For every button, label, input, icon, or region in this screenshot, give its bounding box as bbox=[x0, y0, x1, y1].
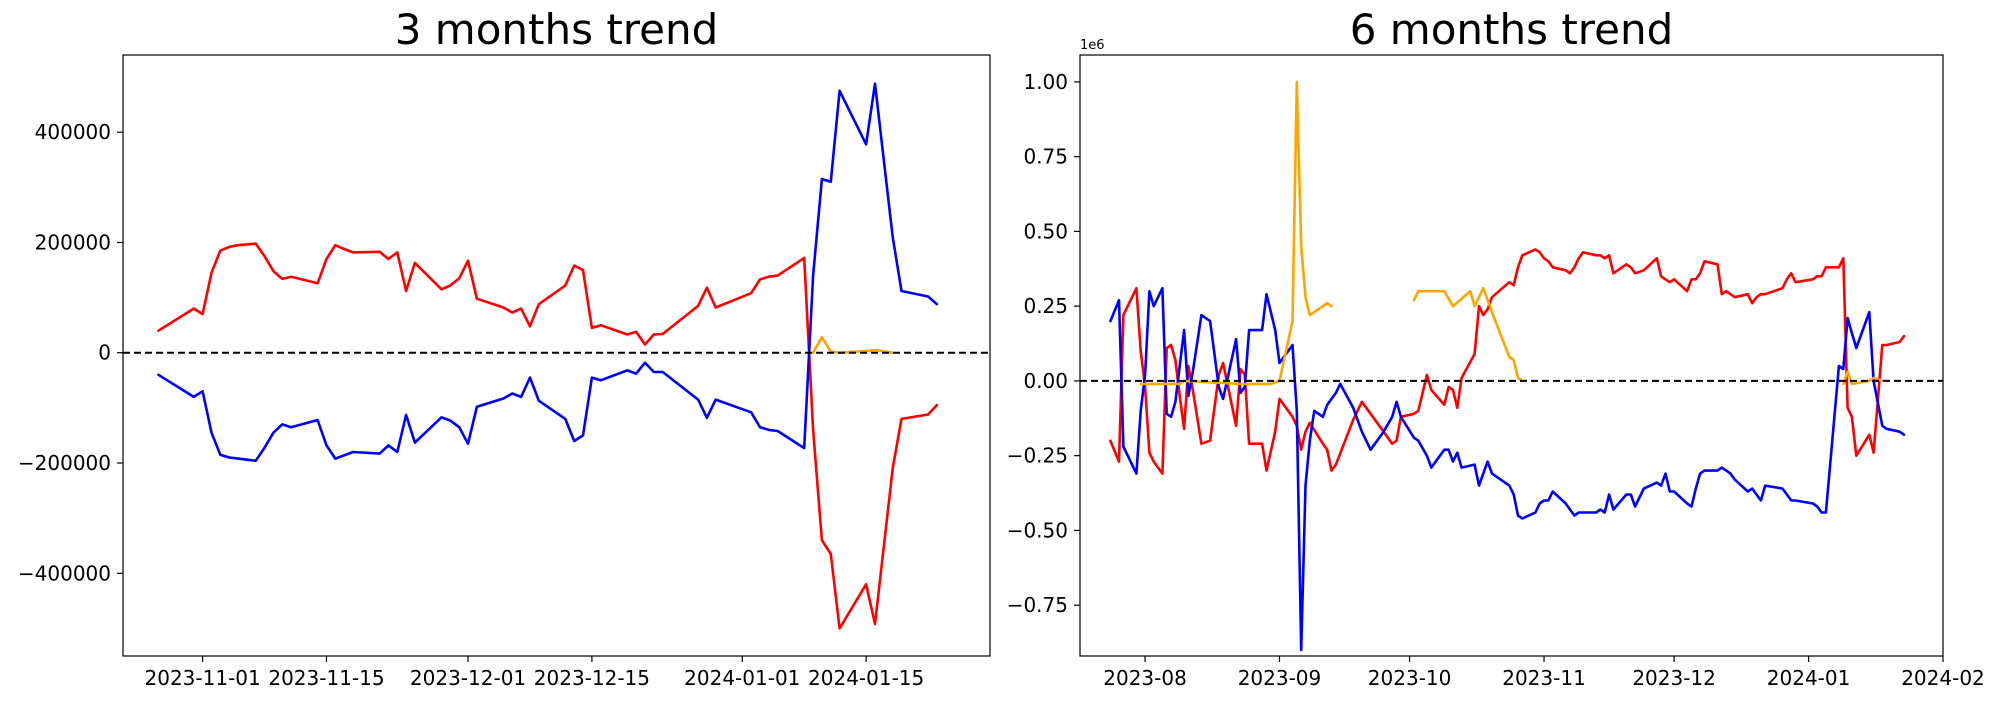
chart-1: 3 months trend 2023-11-01 2023-11-15 2023-1… bbox=[18, 5, 991, 690]
y-tick-label: −200000 bbox=[18, 451, 111, 475]
x-tick-label: 2023-11-15 bbox=[268, 666, 384, 690]
x-tick-label: 2023-11 bbox=[1502, 666, 1586, 690]
series-line-4 bbox=[1412, 286, 1524, 383]
y-tick-label: −0.50 bbox=[1007, 518, 1068, 542]
x-tick-label: 2024-01 bbox=[1767, 666, 1851, 690]
y-offset-label: 1e6 bbox=[1080, 38, 1105, 53]
chart-2: 6 months trend 2023-08 2023-09 2023-10 2023-… bbox=[1007, 5, 1985, 690]
y-tick-label: 0.75 bbox=[1023, 145, 1068, 169]
x-tick-label: 2023-12-15 bbox=[534, 666, 650, 690]
series-line-5 bbox=[1842, 370, 1884, 386]
x-tick-label: 2023-10 bbox=[1368, 666, 1452, 690]
y-tick-label: −400000 bbox=[18, 561, 111, 585]
series-line-2 bbox=[1109, 286, 1906, 652]
x-tick-label: 2023-11-01 bbox=[145, 666, 261, 690]
y-tick-label: 0.50 bbox=[1023, 219, 1068, 243]
y-tick-label: 0.25 bbox=[1023, 294, 1068, 318]
x-tick-label: 2024-01-01 bbox=[684, 666, 800, 690]
x-tick-label: 2023-09 bbox=[1238, 666, 1322, 690]
series-line-3 bbox=[811, 335, 895, 355]
plot-frame bbox=[1079, 54, 1944, 657]
series-line-1 bbox=[1109, 248, 1906, 475]
x-tick-label: 2024-02 bbox=[1901, 666, 1985, 690]
y-tick-label: 200000 bbox=[35, 230, 111, 254]
y-tick-label: −0.25 bbox=[1007, 444, 1068, 468]
x-tick-label: 2023-08 bbox=[1103, 666, 1187, 690]
y-tick-label: 0.00 bbox=[1023, 369, 1068, 393]
y-tick-label: 400000 bbox=[35, 120, 111, 144]
chart-title: 6 months trend bbox=[1350, 5, 1674, 54]
series-line-3 bbox=[1139, 80, 1333, 386]
series-line-1 bbox=[157, 242, 939, 630]
y-tick-label: −0.75 bbox=[1007, 593, 1068, 617]
x-tick-label: 2023-12 bbox=[1632, 666, 1716, 690]
y-tick-label: 1.00 bbox=[1023, 70, 1068, 94]
x-tick-label: 2023-12-01 bbox=[410, 666, 526, 690]
plot-frame bbox=[122, 54, 991, 657]
series-line-2 bbox=[157, 82, 939, 463]
y-tick-label: 0 bbox=[98, 341, 111, 365]
chart-title: 3 months trend bbox=[395, 5, 719, 54]
x-tick-label: 2024-01-15 bbox=[808, 666, 924, 690]
